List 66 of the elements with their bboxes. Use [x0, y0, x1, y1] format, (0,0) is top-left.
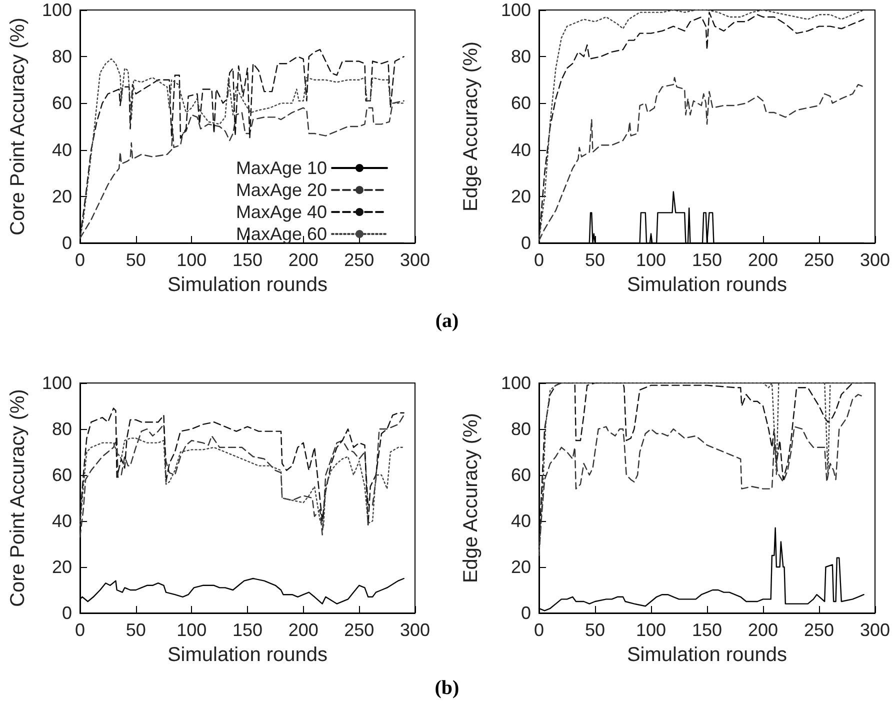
y-axis-title: Core Point Accuracy (%)	[7, 18, 29, 236]
y-tick-label: 20	[52, 557, 72, 577]
x-tick-label: 200	[748, 620, 778, 640]
x-tick-label: 300	[860, 620, 890, 640]
y-tick-label: 40	[52, 511, 72, 531]
y-tick-label: 80	[52, 419, 72, 439]
y-tick-label: 80	[52, 46, 72, 67]
x-tick-label: 150	[692, 620, 722, 640]
x-tick-label: 50	[584, 620, 606, 640]
x-tick-label: 100	[176, 250, 207, 270]
x-tick-label: 250	[804, 250, 834, 270]
legend-label: MaxAge 20	[236, 180, 327, 200]
x-tick-label: 200	[748, 250, 778, 270]
x-tick-label: 0	[534, 620, 544, 640]
x-tick-label: 300	[860, 250, 890, 270]
y-tick-label: 60	[510, 93, 531, 114]
y-tick-label: 80	[510, 419, 531, 439]
y-tick-label: 100	[42, 373, 72, 393]
y-tick-label: 60	[52, 465, 72, 485]
x-axis-title: Simulation rounds	[626, 644, 788, 666]
y-tick-label: 40	[52, 140, 72, 160]
x-axis-title: Simulation rounds	[167, 644, 328, 666]
y-tick-label: 100	[500, 0, 531, 20]
x-tick-label: 300	[400, 620, 430, 640]
y-axis-title: Core Point Accuracy (%)	[7, 389, 29, 607]
x-tick-label: 250	[344, 620, 374, 640]
x-tick-label: 150	[692, 250, 722, 270]
x-tick-label: 50	[126, 250, 146, 270]
x-tick-label: 0	[74, 620, 86, 640]
x-tick-label: 50	[584, 250, 606, 270]
y-tick-label: 60	[52, 93, 72, 114]
y-tick-label: 100	[500, 373, 531, 393]
x-tick-label: 100	[636, 250, 666, 270]
y-tick-label: 0	[520, 233, 531, 253]
text: (a)	[434, 310, 460, 333]
y-tick-label: 0	[520, 603, 531, 623]
x-tick-label: 150	[232, 250, 263, 270]
x-tick-label: 150	[232, 620, 263, 640]
y-tick-label: 60	[510, 465, 531, 485]
x-tick-label: 200	[288, 250, 318, 270]
y-tick-label: 40	[510, 511, 531, 531]
y-axis-title: Edge Accuracy (%)	[460, 412, 482, 584]
x-tick-label: 100	[176, 620, 207, 640]
x-tick-label: 100	[636, 620, 666, 640]
x-tick-label: 250	[804, 620, 834, 640]
x-axis-title: Simulation rounds	[167, 274, 328, 296]
x-tick-label: 0	[74, 250, 86, 270]
y-tick-label: 80	[510, 46, 531, 67]
y-tick-label: 0	[62, 603, 72, 623]
x-tick-label: 50	[126, 620, 146, 640]
y-tick-label: 100	[42, 0, 72, 20]
legend-label: MaxAge 40	[236, 202, 327, 222]
x-tick-label: 0	[534, 250, 544, 270]
x-tick-label: 250	[344, 250, 374, 270]
text: (b)	[434, 677, 460, 700]
legend-label: MaxAge 10	[236, 158, 327, 178]
y-tick-label: 20	[52, 186, 72, 206]
y-tick-label: 0	[62, 233, 72, 253]
y-tick-label: 20	[510, 186, 531, 206]
x-axis-title: Simulation rounds	[626, 274, 788, 296]
y-tick-label: 20	[510, 557, 531, 577]
y-tick-label: 40	[510, 140, 531, 160]
x-tick-label: 300	[400, 250, 430, 270]
y-axis-title: Edge Accuracy (%)	[460, 41, 482, 212]
x-tick-label: 200	[288, 620, 318, 640]
legend-label: MaxAge 60	[236, 224, 327, 244]
